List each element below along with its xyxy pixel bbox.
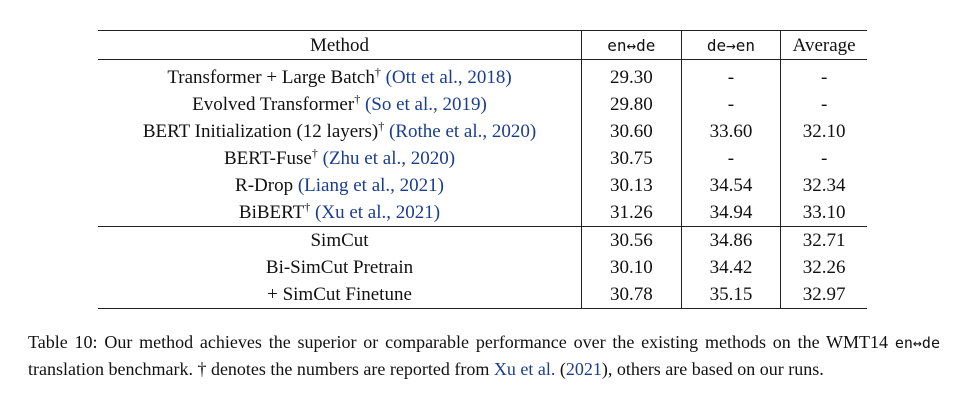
baselines-group: Transformer + Large Batch† (Ott et al., … [98, 59, 867, 227]
de-en-cell: 33.60 [681, 118, 782, 145]
en-de-cell: 30.60 [581, 118, 682, 145]
de-en-cell: 34.86 [681, 226, 782, 254]
de-en-cell: 34.54 [681, 172, 782, 199]
method-cell: BERT-Fuse† (Zhu et al., 2020) [98, 145, 583, 172]
table-caption: Table 10: Our method achieves the superi… [28, 332, 940, 379]
table-row: R-Drop (Liang et al., 2021) 30.13 34.54 … [98, 172, 867, 199]
header-average: Average [780, 30, 867, 60]
en-de-cell: 30.56 [581, 226, 682, 254]
average-cell: 32.26 [802, 257, 846, 278]
results-table: Method en↔de de→en Average Transformer +… [98, 30, 867, 309]
header-de-en: de→en [681, 30, 782, 60]
method-cell: SimCut [98, 226, 583, 254]
citation-link[interactable]: Xu et al. [493, 359, 556, 379]
average-cell: - [820, 94, 828, 115]
de-en-cell: - [681, 145, 782, 172]
citation-link[interactable]: (Ott et al., 2018) [385, 67, 512, 88]
average-cell: 32.71 [802, 230, 846, 251]
ours-group: SimCut 30.56 34.86 32.71 Bi-SimCut Pretr… [98, 226, 867, 309]
en-de-cell: 29.30 [581, 59, 682, 91]
en-de-cell: 30.10 [581, 254, 682, 281]
table-row: Bi-SimCut Pretrain 30.10 34.42 32.26 [98, 254, 867, 281]
table-row: Evolved Transformer† (So et al., 2019) 2… [98, 91, 867, 118]
citation-link[interactable]: (Xu et al., 2021) [315, 202, 441, 223]
table-row: BERT Initialization (12 layers)† (Rothe … [98, 118, 867, 145]
method-cell: Transformer + Large Batch† (Ott et al., … [98, 59, 583, 91]
citation-year-link[interactable]: 2021 [565, 359, 602, 379]
citation-link[interactable]: (So et al., 2019) [364, 94, 487, 115]
average-cell: - [820, 148, 828, 169]
average-cell: - [820, 67, 828, 88]
en-de-cell: 30.13 [581, 172, 682, 199]
table-row: BiBERT† (Xu et al., 2021) 31.26 34.94 33… [98, 199, 867, 227]
table-row: Transformer + Large Batch† (Ott et al., … [98, 59, 867, 91]
method-cell: BERT Initialization (12 layers)† (Rothe … [98, 118, 583, 145]
header-en-de: en↔de [581, 30, 682, 60]
en-de-cell: 31.26 [581, 199, 682, 227]
average-cell: 33.10 [780, 199, 867, 227]
average-cell: 32.34 [802, 175, 846, 196]
method-cell: BiBERT† (Xu et al., 2021) [98, 199, 583, 227]
average-cell: 32.10 [802, 121, 846, 142]
method-cell: + SimCut Finetune [98, 281, 583, 309]
table-row: BERT-Fuse† (Zhu et al., 2020) 30.75 - - [98, 145, 867, 172]
de-en-cell: 34.94 [681, 199, 782, 227]
header-method: Method [98, 30, 583, 60]
de-en-cell: - [681, 59, 782, 91]
method-cell: Evolved Transformer† (So et al., 2019) [98, 91, 583, 118]
de-en-cell: 35.15 [681, 281, 782, 309]
de-en-cell: 34.42 [681, 254, 782, 281]
de-en-cell: - [681, 91, 782, 118]
citation-link[interactable]: (Liang et al., 2021) [297, 175, 444, 196]
table-row: + SimCut Finetune 30.78 35.15 32.97 [98, 281, 867, 309]
citation-link[interactable]: (Zhu et al., 2020) [322, 148, 456, 169]
average-cell: 32.97 [780, 281, 867, 309]
language-pair: en↔de [894, 334, 940, 352]
table-row: SimCut 30.56 34.86 32.71 [98, 226, 867, 254]
en-de-cell: 30.78 [581, 281, 682, 309]
method-cell: R-Drop (Liang et al., 2021) [98, 172, 583, 199]
citation-link[interactable]: (Rothe et al., 2020) [388, 121, 537, 142]
method-cell: Bi-SimCut Pretrain [98, 254, 583, 281]
en-de-cell: 30.75 [581, 145, 682, 172]
table-header-row: Method en↔de de→en Average [98, 30, 867, 60]
en-de-cell: 29.80 [581, 91, 682, 118]
